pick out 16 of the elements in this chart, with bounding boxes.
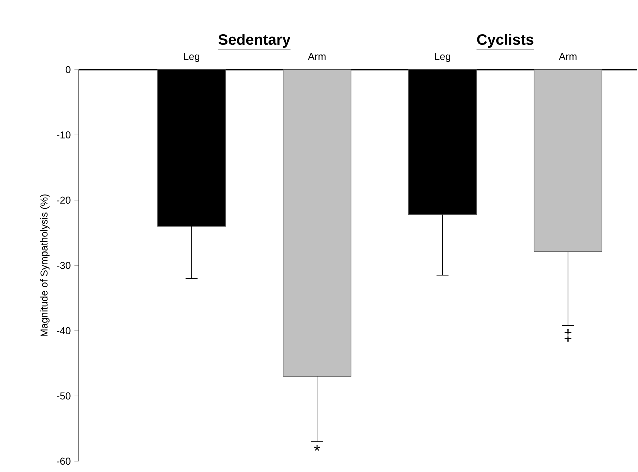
y-tick-label: -20	[57, 196, 71, 204]
annotation: ‡	[564, 329, 572, 342]
y-tick-label: -40	[57, 327, 71, 334]
y-tick-label: -30	[57, 262, 71, 269]
y-tick-label: -50	[57, 392, 71, 400]
x-tick-label: Arm	[308, 53, 326, 60]
text: Sedentary	[218, 34, 291, 48]
x-tick-label: Arm	[559, 53, 577, 60]
y-tick-label: -60	[57, 458, 71, 465]
y-tick-label: 0	[66, 66, 71, 74]
y-axis-title: Magnitude of Sympatholysis (%)	[40, 194, 50, 336]
y-tick-label: -10	[57, 131, 71, 138]
text: Cyclists	[477, 34, 534, 48]
x-tick-label: Leg	[435, 53, 450, 62]
annotation: *	[314, 445, 320, 451]
x-tick-label: Leg	[184, 53, 200, 62]
